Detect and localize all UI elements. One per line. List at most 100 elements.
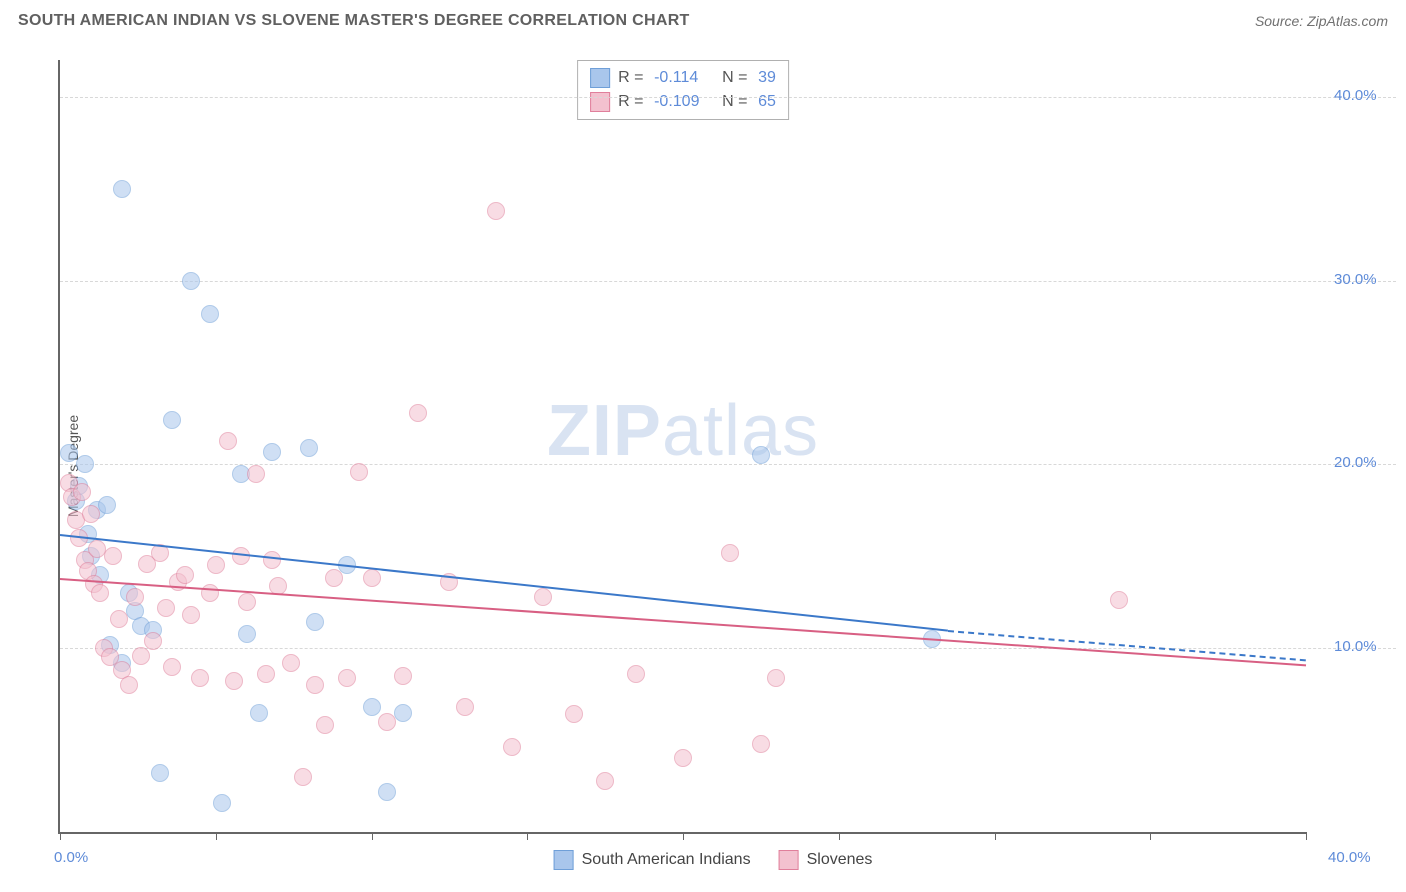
scatter-point bbox=[247, 465, 265, 483]
x-tick bbox=[1150, 832, 1151, 840]
scatter-point bbox=[1110, 591, 1128, 609]
scatter-point bbox=[126, 588, 144, 606]
scatter-point bbox=[176, 566, 194, 584]
x-tick bbox=[1306, 832, 1307, 840]
x-tick bbox=[60, 832, 61, 840]
scatter-point bbox=[144, 632, 162, 650]
x-tick bbox=[995, 832, 996, 840]
legend-r-label: R = bbox=[618, 90, 646, 114]
scatter-point bbox=[596, 772, 614, 790]
scatter-point bbox=[60, 444, 78, 462]
scatter-point bbox=[565, 705, 583, 723]
scatter-point bbox=[201, 584, 219, 602]
scatter-point bbox=[104, 547, 122, 565]
y-tick-label: 30.0% bbox=[1334, 271, 1377, 288]
scatter-point bbox=[487, 202, 505, 220]
x-tick-label: 40.0% bbox=[1328, 849, 1371, 866]
y-tick-label: 40.0% bbox=[1334, 87, 1377, 104]
legend-swatch bbox=[779, 850, 799, 870]
watermark: ZIPatlas bbox=[547, 390, 819, 472]
scatter-point bbox=[306, 676, 324, 694]
scatter-point bbox=[325, 569, 343, 587]
scatter-point bbox=[163, 411, 181, 429]
scatter-point bbox=[394, 667, 412, 685]
gridline bbox=[60, 97, 1396, 98]
x-tick bbox=[372, 832, 373, 840]
scatter-point bbox=[627, 665, 645, 683]
legend-swatch bbox=[590, 68, 610, 88]
legend-n-label: N = bbox=[722, 66, 750, 90]
scatter-point bbox=[363, 698, 381, 716]
legend-swatch bbox=[590, 92, 610, 112]
scatter-point bbox=[294, 768, 312, 786]
series-legend-item: South American Indians bbox=[554, 850, 751, 870]
scatter-point bbox=[120, 676, 138, 694]
legend-swatch bbox=[554, 850, 574, 870]
scatter-point bbox=[456, 698, 474, 716]
legend-n-label: N = bbox=[722, 90, 750, 114]
correlation-legend: R = -0.114 N = 39 R = -0.109 N = 65 bbox=[577, 60, 789, 120]
scatter-point bbox=[257, 665, 275, 683]
scatter-point bbox=[113, 180, 131, 198]
scatter-point bbox=[282, 654, 300, 672]
chart-title: SOUTH AMERICAN INDIAN VS SLOVENE MASTER'… bbox=[18, 12, 690, 30]
scatter-point bbox=[238, 593, 256, 611]
x-tick bbox=[527, 832, 528, 840]
scatter-point bbox=[182, 606, 200, 624]
gridline bbox=[60, 281, 1396, 282]
scatter-point bbox=[213, 794, 231, 812]
scatter-point bbox=[238, 625, 256, 643]
scatter-point bbox=[250, 704, 268, 722]
series-legend: South American Indians Slovenes bbox=[554, 850, 873, 870]
legend-row: R = -0.109 N = 65 bbox=[590, 90, 776, 114]
scatter-point bbox=[132, 647, 150, 665]
legend-n-value: 39 bbox=[758, 66, 776, 90]
series-legend-item: Slovenes bbox=[779, 850, 873, 870]
scatter-point bbox=[378, 713, 396, 731]
scatter-point bbox=[503, 738, 521, 756]
scatter-point bbox=[263, 443, 281, 461]
series-legend-label: South American Indians bbox=[582, 851, 751, 869]
scatter-point bbox=[98, 496, 116, 514]
series-legend-label: Slovenes bbox=[807, 851, 873, 869]
scatter-point bbox=[201, 305, 219, 323]
scatter-point bbox=[73, 483, 91, 501]
scatter-point bbox=[363, 569, 381, 587]
scatter-point bbox=[767, 669, 785, 687]
scatter-point bbox=[300, 439, 318, 457]
scatter-point bbox=[91, 584, 109, 602]
x-tick bbox=[216, 832, 217, 840]
scatter-point bbox=[409, 404, 427, 422]
scatter-point bbox=[394, 704, 412, 722]
scatter-point bbox=[157, 599, 175, 617]
scatter-point bbox=[191, 669, 209, 687]
legend-row: R = -0.114 N = 39 bbox=[590, 66, 776, 90]
legend-r-value: -0.109 bbox=[654, 90, 714, 114]
plot-area: ZIPatlas R =-0.114N =39R =-0.109N =65 10… bbox=[58, 60, 1306, 834]
scatter-point bbox=[151, 764, 169, 782]
legend-r-value: -0.114 bbox=[654, 66, 714, 90]
scatter-point bbox=[110, 610, 128, 628]
chart-container: Master's Degree ZIPatlas R =-0.114N =39R… bbox=[30, 50, 1396, 882]
scatter-point bbox=[82, 505, 100, 523]
scatter-point bbox=[306, 613, 324, 631]
scatter-point bbox=[534, 588, 552, 606]
scatter-point bbox=[225, 672, 243, 690]
legend-n-value: 65 bbox=[758, 90, 776, 114]
scatter-point bbox=[752, 446, 770, 464]
scatter-point bbox=[338, 669, 356, 687]
scatter-point bbox=[76, 455, 94, 473]
y-tick-label: 20.0% bbox=[1334, 454, 1377, 471]
source-attribution: Source: ZipAtlas.com bbox=[1255, 13, 1388, 29]
x-tick-label: 0.0% bbox=[54, 849, 88, 866]
y-tick-label: 10.0% bbox=[1334, 638, 1377, 655]
scatter-point bbox=[316, 716, 334, 734]
x-tick bbox=[683, 832, 684, 840]
scatter-point bbox=[752, 735, 770, 753]
scatter-point bbox=[219, 432, 237, 450]
x-tick bbox=[839, 832, 840, 840]
gridline bbox=[60, 648, 1396, 649]
scatter-point bbox=[163, 658, 181, 676]
legend-r-label: R = bbox=[618, 66, 646, 90]
scatter-point bbox=[182, 272, 200, 290]
